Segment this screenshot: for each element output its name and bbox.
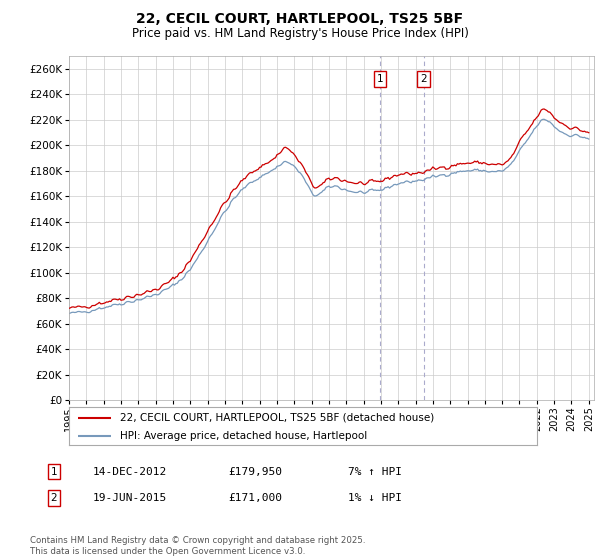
Text: 1: 1 [377,74,383,84]
Text: 7% ↑ HPI: 7% ↑ HPI [348,466,402,477]
Text: 2: 2 [421,74,427,84]
Text: 1% ↓ HPI: 1% ↓ HPI [348,493,402,503]
Text: £179,950: £179,950 [228,466,282,477]
Text: 2: 2 [50,493,58,503]
Text: Price paid vs. HM Land Registry's House Price Index (HPI): Price paid vs. HM Land Registry's House … [131,27,469,40]
Text: 22, CECIL COURT, HARTLEPOOL, TS25 5BF: 22, CECIL COURT, HARTLEPOOL, TS25 5BF [136,12,464,26]
Text: £171,000: £171,000 [228,493,282,503]
Text: 14-DEC-2012: 14-DEC-2012 [93,466,167,477]
Text: HPI: Average price, detached house, Hartlepool: HPI: Average price, detached house, Hart… [121,431,368,441]
Text: 22, CECIL COURT, HARTLEPOOL, TS25 5BF (detached house): 22, CECIL COURT, HARTLEPOOL, TS25 5BF (d… [121,413,435,423]
Text: 19-JUN-2015: 19-JUN-2015 [93,493,167,503]
Text: 1: 1 [50,466,58,477]
Text: Contains HM Land Registry data © Crown copyright and database right 2025.
This d: Contains HM Land Registry data © Crown c… [30,536,365,556]
